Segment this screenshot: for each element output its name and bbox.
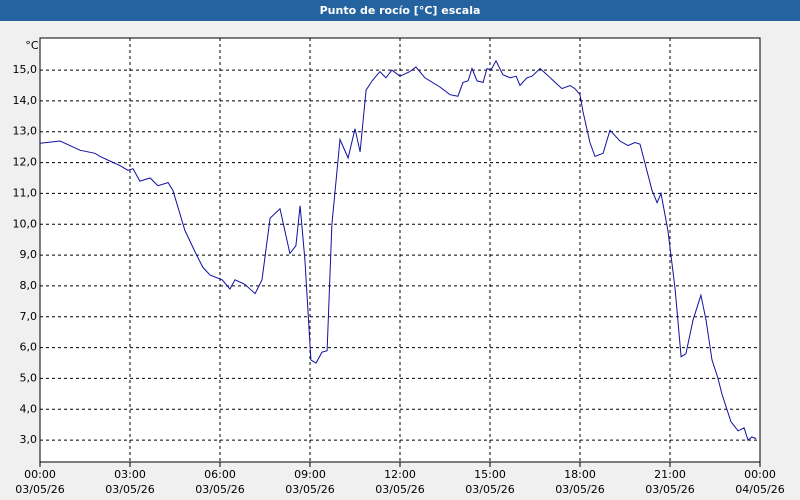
y-tick-label: 6,0 [20, 341, 38, 354]
data-line [39, 59, 757, 441]
x-tick-label: 03:00 03/05/26 [105, 468, 155, 496]
x-tick-label: 15:00 03/05/26 [465, 468, 515, 496]
y-tick-label: 5,0 [20, 371, 38, 384]
x-tick-label: 09:00 03/05/26 [285, 468, 335, 496]
y-tick-label: 7,0 [20, 310, 38, 323]
y-tick-label: 4,0 [20, 402, 38, 415]
y-tick-label: 14,0 [13, 94, 38, 107]
x-tick-label: 18:00 03/05/26 [555, 468, 605, 496]
y-tick-label: 12,0 [13, 156, 38, 169]
y-tick-label: 15,0 [13, 63, 38, 76]
x-tick-label: 00:00 03/05/26 [15, 468, 65, 496]
y-tick-label: 11,0 [13, 186, 38, 199]
x-tick-label: 06:00 03/05/26 [195, 468, 245, 496]
x-tick-label: 21:00 03/05/26 [645, 468, 695, 496]
y-tick-label: 10,0 [13, 217, 38, 230]
y-axis-label: °C [25, 39, 39, 52]
y-tick-label: 9,0 [20, 248, 38, 261]
y-tick-label: 3,0 [20, 433, 38, 446]
y-tick-label: 8,0 [20, 279, 38, 292]
x-tick-label: 00:00 04/05/26 [735, 468, 785, 496]
x-tick-label: 12:00 03/05/26 [375, 468, 425, 496]
chart-title: Punto de rocío [°C] escala [0, 0, 800, 21]
y-tick-label: 13,0 [13, 125, 38, 138]
